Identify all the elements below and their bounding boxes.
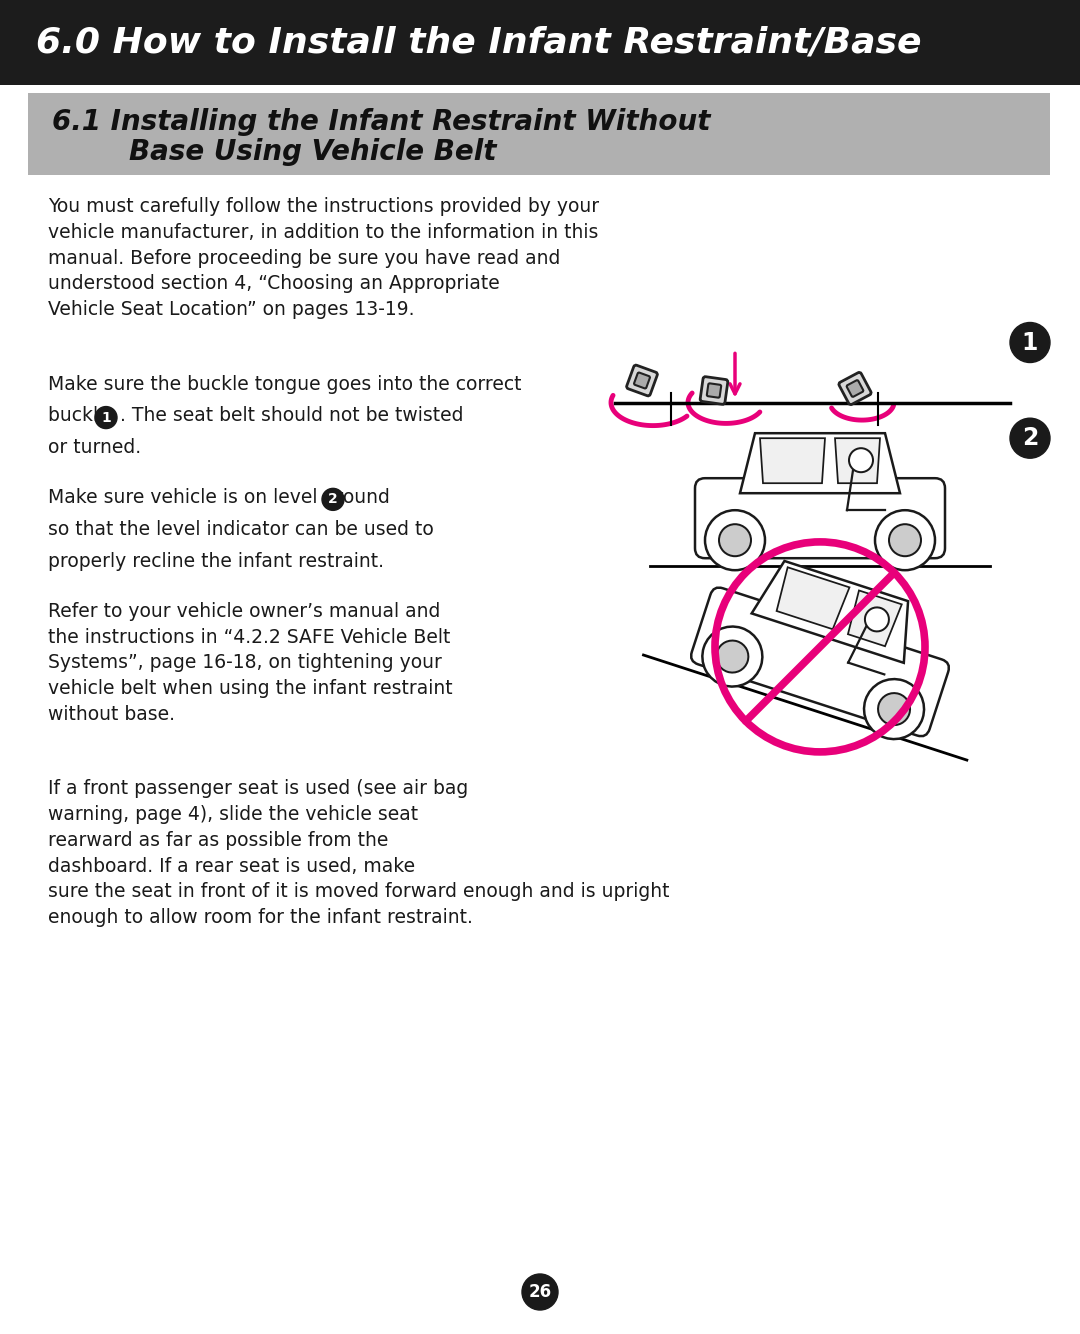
Polygon shape: [777, 567, 850, 630]
Polygon shape: [835, 438, 880, 483]
Polygon shape: [760, 438, 825, 483]
FancyBboxPatch shape: [706, 383, 721, 398]
Circle shape: [864, 679, 924, 739]
Circle shape: [889, 524, 921, 556]
FancyBboxPatch shape: [847, 380, 863, 396]
Text: so that the level indicator can be used to: so that the level indicator can be used …: [48, 520, 434, 539]
Text: 1: 1: [1022, 331, 1038, 355]
Polygon shape: [848, 591, 902, 646]
FancyBboxPatch shape: [700, 376, 728, 404]
FancyBboxPatch shape: [626, 366, 658, 396]
Text: or turned.: or turned.: [48, 439, 141, 458]
Circle shape: [849, 448, 873, 472]
FancyBboxPatch shape: [0, 0, 1080, 85]
Text: 6.1 Installing the Infant Restraint Without: 6.1 Installing the Infant Restraint With…: [52, 108, 711, 136]
Circle shape: [1010, 323, 1050, 363]
Polygon shape: [752, 562, 908, 663]
Circle shape: [95, 407, 117, 428]
Text: Base Using Vehicle Belt: Base Using Vehicle Belt: [52, 137, 497, 165]
Text: You must carefully follow the instructions provided by your
vehicle manufacturer: You must carefully follow the instructio…: [48, 197, 599, 319]
Circle shape: [705, 510, 765, 570]
Text: . The seat belt should not be twisted: . The seat belt should not be twisted: [120, 407, 463, 426]
Text: 2: 2: [328, 492, 338, 507]
Text: Make sure vehicle is on level ground: Make sure vehicle is on level ground: [48, 488, 396, 507]
FancyBboxPatch shape: [634, 372, 650, 388]
Text: 1: 1: [102, 411, 111, 424]
Circle shape: [702, 627, 762, 687]
Text: buckle: buckle: [48, 407, 116, 426]
Circle shape: [716, 640, 748, 672]
Text: 26: 26: [528, 1283, 552, 1301]
Circle shape: [878, 694, 910, 726]
Circle shape: [522, 1274, 558, 1310]
FancyBboxPatch shape: [839, 372, 872, 404]
Text: If a front passenger seat is used (see air bag
warning, page 4), slide the vehic: If a front passenger seat is used (see a…: [48, 779, 670, 927]
Circle shape: [875, 510, 935, 570]
Text: properly recline the infant restraint.: properly recline the infant restraint.: [48, 552, 384, 571]
Text: 2: 2: [1022, 426, 1038, 450]
FancyBboxPatch shape: [691, 587, 949, 736]
Polygon shape: [740, 434, 900, 494]
Text: Refer to your vehicle owner’s manual and
the instructions in “4.2.2 SAFE Vehicle: Refer to your vehicle owner’s manual and…: [48, 602, 453, 724]
FancyBboxPatch shape: [696, 478, 945, 558]
Text: 6.0 How to Install the Infant Restraint/Base: 6.0 How to Install the Infant Restraint/…: [36, 25, 921, 60]
Circle shape: [322, 488, 345, 511]
Circle shape: [719, 524, 751, 556]
FancyBboxPatch shape: [28, 93, 1050, 175]
Text: Make sure the buckle tongue goes into the correct: Make sure the buckle tongue goes into th…: [48, 375, 522, 394]
Circle shape: [1010, 418, 1050, 458]
Circle shape: [865, 607, 889, 631]
